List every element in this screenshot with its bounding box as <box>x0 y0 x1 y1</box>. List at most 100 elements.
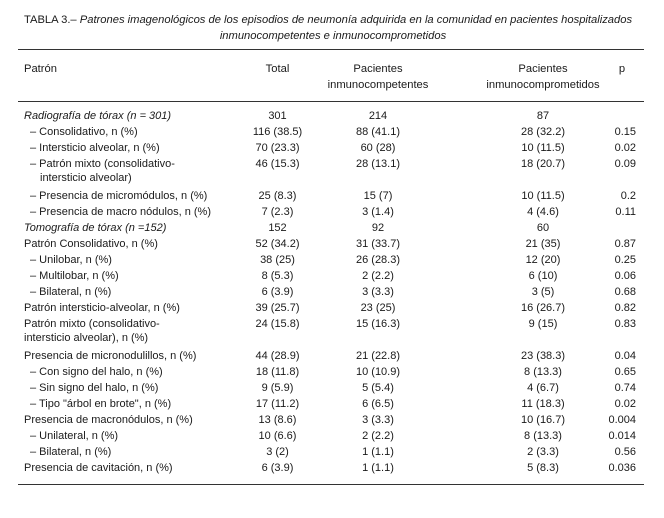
cell-p: 0.68 <box>614 286 636 298</box>
cell-p: 0.2 <box>620 190 636 202</box>
cell-p: 0.04 <box>614 350 636 362</box>
row-label: – Bilateral, n (%) <box>30 285 250 299</box>
table-caption: TABLA 3.– Patrones imagenológicos de los… <box>24 12 642 44</box>
cell-inmunocompetentes: 2 (2.2) <box>362 270 394 282</box>
cell-inmunocomprometidos: 5 (8.3) <box>527 462 559 474</box>
cell-inmunocompetentes: 3 (3.3) <box>362 286 394 298</box>
row-label: Patrón intersticio-alveolar, n (%) <box>24 301 250 315</box>
cell-inmunocompetentes: 26 (28.3) <box>355 254 401 266</box>
cell-total: 18 (11.8) <box>255 366 300 378</box>
row-label-line1: Radiografía de tórax (n = 301) <box>24 110 172 122</box>
cell-p: 0.56 <box>614 446 636 458</box>
caption-label: TABLA 3.– <box>24 14 77 26</box>
cell-inmunocompetentes: 15 (16.3) <box>355 318 401 330</box>
cell-total: 46 (15.3) <box>255 158 300 170</box>
cell-p: 0.87 <box>614 238 636 250</box>
row-label-line1: Tomografía de tórax (n =152) <box>24 222 167 234</box>
cell-inmunocomprometidos: 9 (15) <box>528 318 558 330</box>
row-label-line1: Presencia de macronódulos, n (%) <box>24 414 193 426</box>
cell-p: 0.02 <box>614 398 636 410</box>
header-inmunocompetentes-line2: inmunocompetentes <box>327 79 429 91</box>
cell-inmunocomprometidos: 10 (11.5) <box>521 142 565 154</box>
cell-total: 6 (3.9) <box>261 462 294 474</box>
cell-total: 70 (23.3) <box>255 142 300 154</box>
cell-inmunocomprometidos: 3 (5) <box>531 286 555 298</box>
row-label-line1: Presencia de micronodulillos, n (%) <box>24 350 197 362</box>
cell-inmunocompetentes: 31 (33.7) <box>355 238 401 250</box>
cell-inmunocompetentes: 88 (41.1) <box>355 126 401 138</box>
cell-total: 301 <box>268 110 287 122</box>
cell-p: 0.65 <box>614 366 636 378</box>
header-total: Total <box>265 63 290 75</box>
row-label-line1: – Presencia de macro nódulos, n (%) <box>30 206 211 218</box>
row-label-line1: Patrón Consolidativo, n (%) <box>24 238 158 250</box>
cell-inmunocomprometidos: 4 (6.7) <box>527 382 559 394</box>
cell-total: 7 (2.3) <box>261 206 294 218</box>
row-label: – Presencia de macro nódulos, n (%) <box>30 205 250 219</box>
cell-inmunocompetentes: 1 (1.1) <box>362 462 394 474</box>
row-label: Radiografía de tórax (n = 301) <box>24 109 250 123</box>
row-label-line1: – Con signo del halo, n (%) <box>30 366 163 378</box>
row-label: – Consolidativo, n (%) <box>30 125 250 139</box>
row-label: – Intersticio alveolar, n (%) <box>30 141 250 155</box>
cell-total: 116 (38.5) <box>252 126 303 138</box>
cell-total: 44 (28.9) <box>255 350 300 362</box>
cell-inmunocomprometidos: 8 (13.3) <box>524 366 562 378</box>
row-label-line1: – Patrón mixto (consolidativo- <box>30 158 175 170</box>
row-label-line1: – Multilobar, n (%) <box>30 270 119 282</box>
cell-inmunocomprometidos: 16 (26.7) <box>520 302 566 314</box>
cell-p: 0.74 <box>614 382 636 394</box>
header-inmunocomprometidos-line2: inmunocomprometidos <box>486 79 600 91</box>
cell-total: 52 (34.2) <box>255 238 300 250</box>
cell-inmunocomprometidos: 23 (38.3) <box>520 350 566 362</box>
header-inmunocomprometidos-line1: Pacientes <box>518 63 568 75</box>
cell-inmunocomprometidos: 4 (4.6) <box>527 206 559 218</box>
cell-inmunocompetentes: 3 (1.4) <box>362 206 394 218</box>
cell-p: 0.15 <box>614 126 636 138</box>
header-inmunocompetentes-line1: Pacientes <box>353 63 403 75</box>
cell-inmunocomprometidos: 12 (20) <box>525 254 561 266</box>
cell-total: 24 (15.8) <box>255 318 300 330</box>
row-label: – Con signo del halo, n (%) <box>30 365 250 379</box>
cell-inmunocomprometidos: 28 (32.2) <box>520 126 566 138</box>
row-label-line2: intersticio alveolar) <box>40 172 132 185</box>
cell-inmunocompetentes: 5 (5.4) <box>362 382 394 394</box>
cell-total: 6 (3.9) <box>261 286 294 298</box>
cell-inmunocompetentes: 214 <box>368 110 388 122</box>
cell-inmunocomprometidos: 2 (3.3) <box>527 446 559 458</box>
row-label-line2: intersticio alveolar), n (%) <box>24 332 149 345</box>
row-label: – Bilateral, n (%) <box>30 445 250 459</box>
cell-total: 10 (6.6) <box>258 430 297 442</box>
row-label-line1: – Bilateral, n (%) <box>30 286 112 298</box>
row-label-line1: Presencia de cavitación, n (%) <box>24 462 173 474</box>
cell-inmunocomprometidos: 21 (35) <box>525 238 561 250</box>
cell-total: 39 (25.7) <box>255 302 300 314</box>
cell-inmunocompetentes: 6 (6.5) <box>362 398 394 410</box>
header-p: p <box>618 63 626 75</box>
row-label: – Tipo "árbol en brote", n (%) <box>30 397 250 411</box>
row-label: – Unilobar, n (%) <box>30 253 250 267</box>
cell-p: 0.014 <box>608 430 636 442</box>
row-label-line1: – Sin signo del halo, n (%) <box>30 382 159 394</box>
cell-p: 0.02 <box>614 142 636 154</box>
row-label: Presencia de micronodulillos, n (%) <box>24 349 250 363</box>
row-label-line1: – Presencia de micromódulos, n (%) <box>30 190 208 202</box>
header-inmunocompetentes: Pacientes inmunocompetentes <box>318 61 438 93</box>
cell-p: 0.82 <box>614 302 636 314</box>
cell-total: 17 (11.2) <box>255 398 300 410</box>
cell-p: 0.09 <box>614 158 636 170</box>
cell-inmunocomprometidos: 87 <box>536 110 550 122</box>
row-label: Presencia de cavitación, n (%) <box>24 461 250 475</box>
cell-p: 0.83 <box>614 318 636 330</box>
row-label-line1: Patrón intersticio-alveolar, n (%) <box>24 302 180 314</box>
cell-inmunocompetentes: 10 (10.9) <box>355 366 401 378</box>
row-label: Patrón mixto (consolidativo-intersticio … <box>24 317 250 346</box>
top-rule <box>18 49 644 50</box>
cell-inmunocompetentes: 28 (13.1) <box>355 158 401 170</box>
cell-inmunocompetentes: 23 (25) <box>360 302 396 314</box>
cell-inmunocomprometidos: 6 (10) <box>528 270 558 282</box>
cell-inmunocompetentes: 1 (1.1) <box>362 446 394 458</box>
cell-p: 0.004 <box>608 414 636 426</box>
row-label: Presencia de macronódulos, n (%) <box>24 413 250 427</box>
cell-total: 152 <box>268 222 287 234</box>
